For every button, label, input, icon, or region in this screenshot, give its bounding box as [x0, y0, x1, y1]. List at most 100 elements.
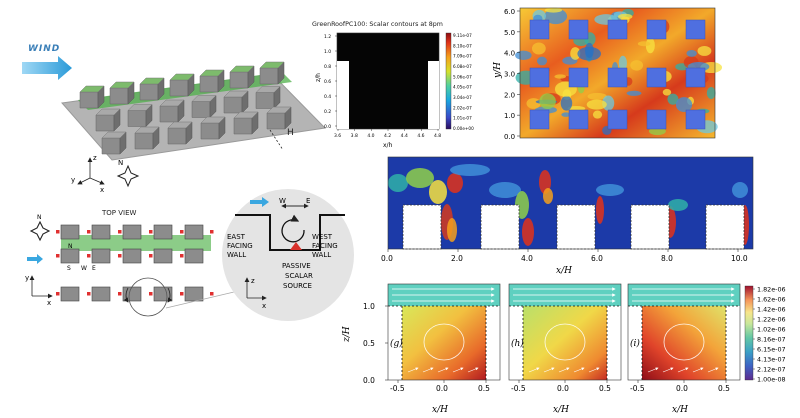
building-roof	[191, 95, 217, 102]
svg-text:WALL: WALL	[227, 251, 246, 259]
compass-top-icon: N	[29, 214, 51, 242]
panel-y-tick-label: 0.0	[363, 376, 375, 385]
top-view-buildings	[56, 224, 214, 302]
heatmap-blob	[577, 46, 601, 61]
contour-y-tick-label: 0.4	[324, 94, 331, 100]
city-building	[255, 85, 281, 110]
section-x-tick-label: 6.0	[591, 254, 603, 263]
plan-y-ticks: 6.0 5.0 4.0 3.0 2.0 1.0 0.0	[504, 8, 520, 141]
detail-axes-icon: z x	[244, 277, 267, 310]
building-front	[191, 101, 211, 118]
panel-x-tick-label: 0.5	[478, 384, 490, 393]
building-front	[95, 114, 115, 132]
heatmap-blob	[587, 92, 607, 101]
building-roof	[167, 121, 193, 129]
panel-wall-left	[388, 306, 402, 380]
top-view-building	[184, 224, 204, 240]
canyon-detail-diagram: W E EAST FACING WALL WEST FACING WALL PA…	[222, 189, 354, 321]
city-building	[127, 103, 153, 128]
contour-y-tick-label: 0.6	[324, 79, 331, 85]
building-roof	[223, 90, 249, 98]
top-view-building	[60, 286, 80, 302]
detail-wind-arrow	[250, 197, 269, 207]
city-building	[101, 131, 127, 155]
contour-y-tick-label: 0.8	[324, 64, 331, 70]
panel-wall-left	[628, 306, 642, 380]
panels-colorbar-tick-label: 1.62e-06	[757, 296, 786, 304]
panel-xlabel: x/H	[553, 405, 569, 415]
panel-concentration	[402, 306, 486, 380]
building-roof	[233, 111, 259, 119]
heatmap-blob	[537, 56, 548, 66]
city-building	[259, 61, 285, 85]
top-view-source-marker	[118, 292, 122, 296]
zoom-circle	[128, 277, 168, 317]
plume-blob	[522, 218, 534, 246]
section-building	[630, 204, 670, 250]
plan-y-tick-label: 6.0	[504, 8, 515, 16]
top-view-source-marker	[210, 292, 214, 296]
contour-plot-area	[336, 32, 440, 130]
building-roof	[159, 99, 185, 107]
top-view-building	[184, 286, 204, 302]
plan-building	[607, 109, 628, 130]
contour-plot-title: GreenRoofPC100: Scalar contours at 8pm	[312, 21, 443, 28]
heatmap-blob	[544, 7, 563, 13]
contour-colorbar-tick-label: 6.08e-07	[453, 64, 472, 69]
panel-concentration	[642, 306, 726, 380]
building-front	[223, 96, 243, 114]
plan-y-tick-label: 3.0	[504, 71, 515, 79]
plan-buildings	[529, 19, 706, 130]
plume-blob	[596, 196, 604, 224]
top-view-source-marker	[87, 292, 91, 296]
top-view-wind-arrow	[27, 254, 43, 264]
top-view-building	[153, 224, 173, 240]
contour-building-right	[428, 61, 439, 129]
section-building	[705, 204, 745, 250]
top-view-building	[153, 248, 173, 264]
axis-y-label: y	[71, 176, 75, 184]
heatmap-blob	[675, 97, 693, 113]
panel-flow-arrow	[467, 367, 479, 373]
contour-y-tick-label: 1.0	[324, 49, 331, 55]
top-view-source-marker	[149, 292, 153, 296]
building-front	[167, 127, 187, 145]
heatmap-blob	[618, 13, 633, 20]
axes-top-icon: y x	[25, 274, 53, 307]
top-view-schematic: TOP VIEW N N S W E y x	[25, 209, 235, 317]
top-view-w-label: W	[81, 265, 87, 272]
top-view-building	[153, 286, 173, 302]
building-roof	[95, 108, 121, 116]
heatmap-blob	[570, 47, 581, 60]
heatmap-blob	[560, 95, 573, 111]
heatmap-blob	[686, 49, 697, 57]
canyon-panel: (i) -0.5 0.0 0.5 x/H	[627, 283, 741, 415]
contour-colorbar-tick-label: 2.02e-07	[453, 105, 472, 110]
building-front	[199, 75, 219, 93]
building-roof	[229, 65, 255, 73]
section-building	[480, 204, 520, 250]
plume-blob	[489, 182, 521, 198]
panel-flow-arrow	[647, 367, 659, 373]
top-view-building	[184, 248, 204, 264]
panel-flow-arrow	[558, 367, 570, 373]
contour-colorbar-ticks: 9.11e-07 8.10e-07 7.09e-07 6.08e-07 5.06e-07…	[453, 33, 474, 131]
panels-colorbar-tick-label: 4.13e-07	[757, 356, 786, 364]
section-x-tick-label: 8.0	[661, 254, 673, 263]
section-building	[402, 204, 442, 250]
city-building	[229, 65, 255, 89]
heatmap-blob	[539, 93, 556, 110]
top-view-source-marker	[56, 254, 60, 258]
building-roof	[127, 104, 153, 111]
axes-3d-icon: z y x	[71, 154, 105, 194]
svg-text:PASSIVE: PASSIVE	[282, 262, 311, 270]
compass-3d-icon: N	[116, 159, 140, 188]
plan-building	[685, 67, 706, 88]
building-front	[266, 112, 286, 130]
plan-building	[529, 67, 550, 88]
panel-x-tick-label: -0.5	[390, 384, 405, 393]
wind-arrow-3d: WIND	[22, 44, 72, 80]
plume-blob	[447, 218, 457, 242]
contour-x-tick-label: 4.4	[401, 133, 408, 139]
panel-label: (g)	[390, 338, 403, 349]
